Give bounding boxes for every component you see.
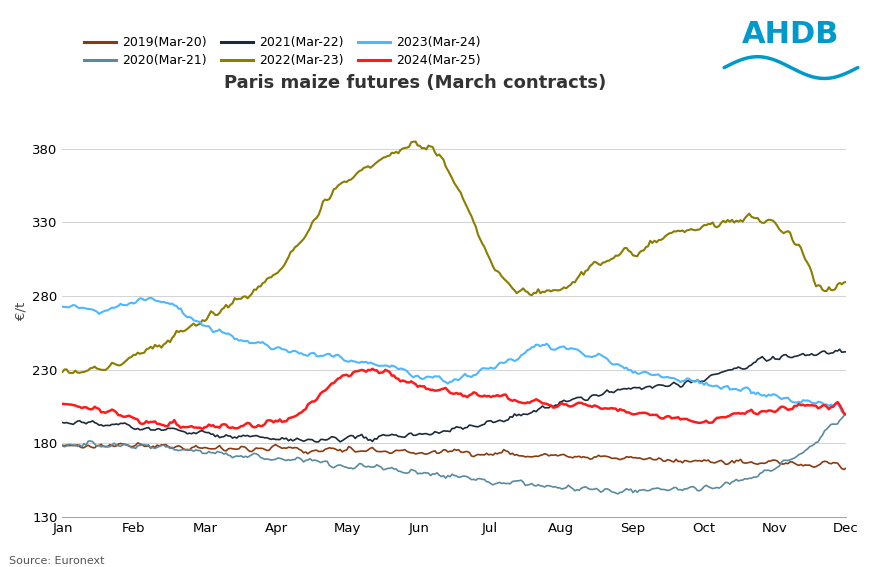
Y-axis label: €/t: €/t bbox=[15, 302, 28, 320]
Text: AHDB: AHDB bbox=[742, 19, 840, 49]
Text: Source: Euronext: Source: Euronext bbox=[9, 556, 104, 566]
Title: Paris maize futures (March contracts): Paris maize futures (March contracts) bbox=[224, 74, 607, 92]
Legend: 2019(Mar-20), 2020(Mar-21), 2021(Mar-22), 2022(Mar-23), 2023(Mar-24), 2024(Mar-2: 2019(Mar-20), 2020(Mar-21), 2021(Mar-22)… bbox=[84, 36, 481, 67]
